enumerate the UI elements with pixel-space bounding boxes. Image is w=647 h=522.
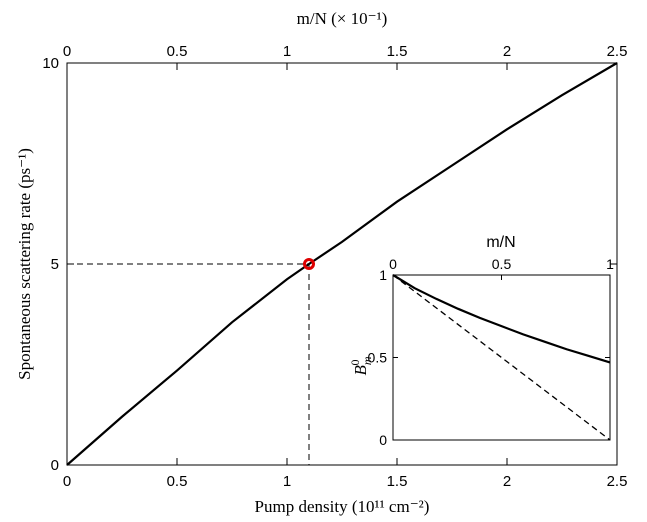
x-tick-label: 0: [63, 473, 71, 490]
inset-x-tick-label: 0.5: [492, 256, 512, 272]
y-axis-label: Spontaneous scattering rate (ps⁻¹): [15, 148, 34, 380]
inset-x-tick-label: 0: [389, 256, 397, 272]
inset-ticks: 0 0.5 100.51: [368, 256, 615, 448]
y-tick-label: 5: [51, 256, 59, 273]
inset-series-dashed-line: [392, 274, 611, 441]
x-tick-label: 2.5: [607, 473, 628, 490]
y-tick-label: 0: [51, 457, 59, 474]
top-x-tick-label: 1.5: [387, 43, 408, 60]
top-x-axis-label: m/N (× 10⁻¹): [297, 9, 388, 28]
x-axis-label: Pump density (10¹¹ cm⁻²): [255, 497, 430, 516]
x-tick-label: 1.5: [387, 473, 408, 490]
x-tick-label: 0.5: [167, 473, 188, 490]
inset-y-label-sub: m: [360, 356, 374, 365]
operating-point-marker: [303, 258, 315, 270]
main-reference-lines: [67, 263, 310, 465]
inset-top-x-axis-label: m/N: [486, 234, 515, 251]
inset-series-solid-line: [392, 274, 611, 364]
inset-y-tick-label: 0: [379, 432, 387, 448]
svg-text:Bm0: Bm0: [348, 356, 374, 375]
x-tick-label: 1: [283, 473, 291, 490]
inset-y-axis-label: Bm0: [348, 356, 374, 375]
top-x-tick-label: 0.5: [167, 43, 188, 60]
inset-y-tick-label: 0.5: [368, 350, 388, 366]
top-x-tick-label: 0: [63, 43, 71, 60]
inset-axes-frame: [392, 274, 611, 441]
inset-y-tick-label: 1: [379, 267, 387, 283]
top-x-tick-label: 1: [283, 43, 291, 60]
x-tick-label: 2: [503, 473, 511, 490]
inset-x-tick-label: 1: [606, 256, 614, 272]
top-x-tick-label: 2.5: [607, 43, 628, 60]
y-tick-label: 10: [42, 55, 59, 72]
main-series-line: [66, 62, 618, 466]
top-x-tick-label: 2: [503, 43, 511, 60]
inset-y-label-sup: 0: [348, 359, 362, 365]
